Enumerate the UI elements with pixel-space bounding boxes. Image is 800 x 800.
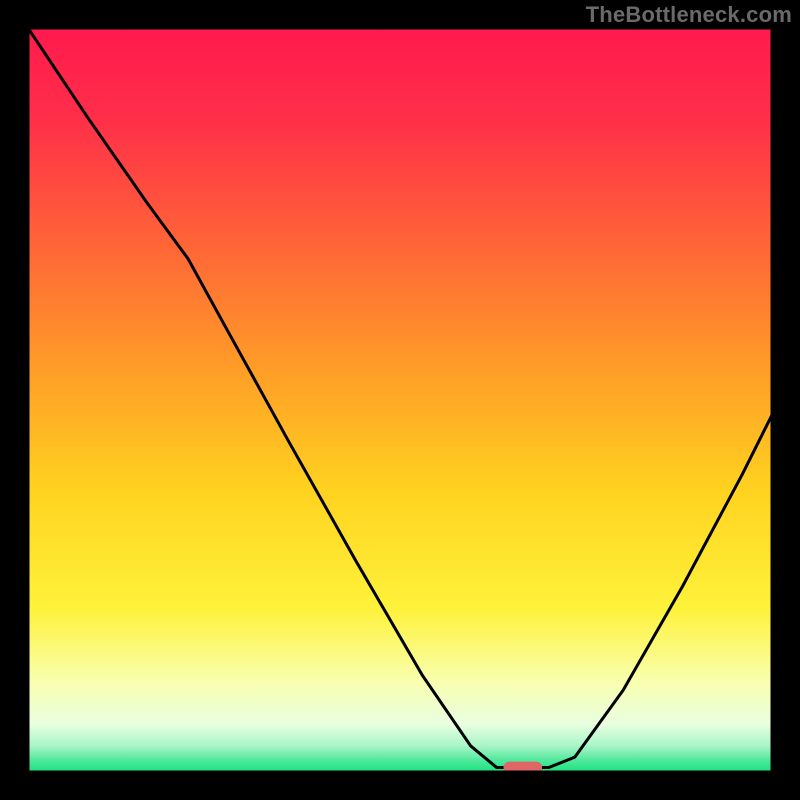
watermark-text: TheBottleneck.com xyxy=(586,2,792,28)
bottleneck-curve-chart xyxy=(0,0,800,800)
chart-container: TheBottleneck.com xyxy=(0,0,800,800)
gradient-background xyxy=(28,28,772,772)
